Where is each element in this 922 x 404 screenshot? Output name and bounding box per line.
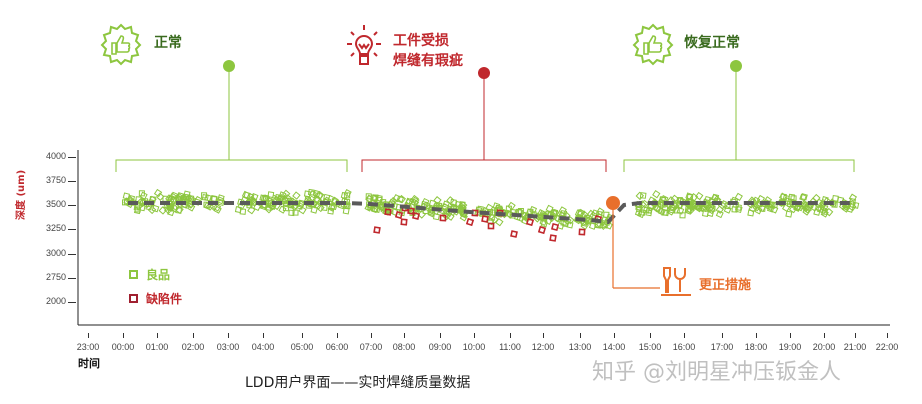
x-tick: 16:00 <box>672 342 696 352</box>
x-tick: 07:00 <box>359 342 383 352</box>
chart-caption: LDD用户界面——实时焊缝质量数据 <box>245 375 471 391</box>
tools-icon <box>661 267 691 296</box>
x-tick: 09:00 <box>428 342 452 352</box>
y-tick: 2000 <box>45 296 66 306</box>
x-tick: 08:00 <box>392 342 416 352</box>
y-tick: 3000 <box>45 248 66 258</box>
recovered-annotation <box>632 22 674 70</box>
y-tick-mark <box>68 205 76 206</box>
x-tick-mark <box>302 333 303 338</box>
x-tick-mark <box>157 333 158 338</box>
x-tick: 15:00 <box>638 342 662 352</box>
x-tick-mark <box>650 333 651 338</box>
x-tick: 05:00 <box>290 342 314 352</box>
y-tick-mark <box>68 229 76 230</box>
damage-label-line2: 焊缝有瑕疵 <box>393 53 463 69</box>
x-tick-mark <box>88 333 89 338</box>
x-tick: 22:00 <box>875 342 899 352</box>
x-tick-mark <box>510 333 511 338</box>
x-tick-mark <box>887 333 888 338</box>
x-axis-label: 时间 <box>78 357 100 370</box>
x-tick: 12:00 <box>531 342 555 352</box>
damage-annotation <box>342 24 386 74</box>
x-tick-mark <box>722 333 723 338</box>
recovered-label: 恢复正常 <box>684 35 740 51</box>
x-tick: 14:00 <box>602 342 626 352</box>
y-tick-mark <box>68 254 76 255</box>
corrective-label: 更正措施 <box>699 278 752 293</box>
x-tick-mark <box>684 333 685 338</box>
x-tick: 17:00 <box>710 342 734 352</box>
y-tick: 3250 <box>45 223 66 233</box>
x-tick: 18:00 <box>744 342 768 352</box>
y-tick-mark <box>68 157 76 158</box>
x-tick: 04:00 <box>251 342 275 352</box>
y-tick: 3500 <box>45 199 66 209</box>
damage-label-line1: 工件受损 <box>393 33 449 49</box>
corrective-annotation <box>660 264 692 302</box>
thumbs-up-gear-icon <box>100 23 142 66</box>
y-axis-ticks: 4000 3750 3500 3250 3000 2750 2000 <box>30 0 66 404</box>
legend-defect-label: 缺陷件 <box>146 292 183 306</box>
x-tick-mark <box>580 333 581 338</box>
x-tick: 11:00 <box>499 342 521 352</box>
x-tick-mark <box>474 333 475 338</box>
x-tick: 03:00 <box>216 342 240 352</box>
y-tick: 3750 <box>45 175 66 185</box>
x-tick: 02:00 <box>181 342 205 352</box>
x-tick-mark <box>790 333 791 338</box>
watermark: 知乎 @刘明星冲压钣金人 <box>592 360 841 385</box>
y-tick-mark <box>68 181 76 182</box>
x-tick: 00:00 <box>111 342 135 352</box>
x-tick-mark <box>263 333 264 338</box>
x-tick: 01:00 <box>145 342 169 352</box>
x-tick-mark <box>756 333 757 338</box>
legend-defect: 缺陷件 <box>129 290 182 307</box>
callout-pins <box>223 60 742 160</box>
x-tick-mark <box>614 333 615 338</box>
x-tick-mark <box>855 333 856 338</box>
x-tick: 06:00 <box>325 342 349 352</box>
x-tick-mark <box>193 333 194 338</box>
y-tick-mark <box>68 278 76 279</box>
normal-label: 正常 <box>154 35 182 51</box>
legend-defect-swatch <box>129 294 138 303</box>
x-tick-mark <box>371 333 372 338</box>
x-tick: 23:00 <box>76 342 100 352</box>
y-tick: 2750 <box>45 272 66 282</box>
thumbs-up-gear-icon <box>632 23 674 66</box>
x-tick-mark <box>228 333 229 338</box>
x-tick-mark <box>543 333 544 338</box>
legend-good: 良品 <box>129 266 170 283</box>
x-tick-mark <box>404 333 405 338</box>
legend-good-swatch <box>129 270 138 279</box>
x-tick: 10:00 <box>462 342 486 352</box>
lightbulb-icon <box>347 25 381 65</box>
legend-good-label: 良品 <box>146 268 171 282</box>
x-tick: 20:00 <box>812 342 836 352</box>
y-tick-mark <box>68 302 76 303</box>
x-tick: 19:00 <box>778 342 802 352</box>
x-tick-mark <box>824 333 825 338</box>
x-tick: 21:00 <box>843 342 867 352</box>
damage-label: 工件受损 焊缝有瑕疵 <box>393 31 463 71</box>
x-tick: 13:00 <box>568 342 592 352</box>
x-tick-mark <box>440 333 441 338</box>
normal-annotation <box>100 22 142 70</box>
x-tick-mark <box>337 333 338 338</box>
y-axis-label: 深度 (um) <box>16 169 27 220</box>
y-tick: 4000 <box>45 151 66 161</box>
x-tick-mark <box>123 333 124 338</box>
